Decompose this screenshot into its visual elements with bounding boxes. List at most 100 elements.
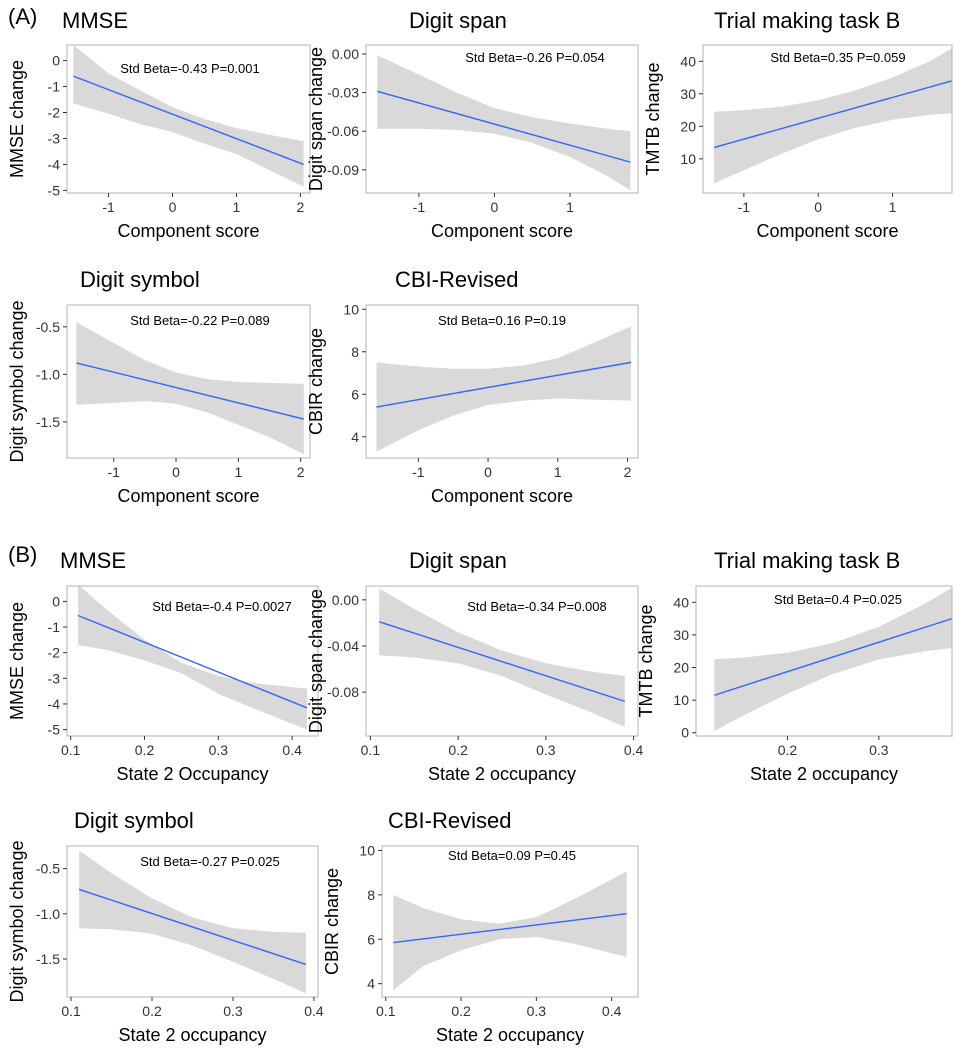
y-axis-label: MMSE change	[7, 60, 27, 178]
x-tick-label: 0.4	[624, 742, 644, 758]
x-tick-label: -1	[413, 199, 426, 215]
subplot-4: -1 0 1 2 -0.5 -1.0 -1.5 Component score Digit sy…	[7, 267, 311, 506]
y-tick-label: -1.5	[36, 951, 60, 967]
regression-line	[377, 90, 631, 163]
subplot-title: Trial making task B	[714, 8, 900, 33]
y-tick-label: -4	[48, 156, 61, 172]
confidence-band	[376, 326, 631, 452]
y-tick-label: 8	[367, 887, 375, 903]
stats-annotation: Std Beta=-0.22 P=0.089	[130, 313, 270, 328]
y-tick-label: 6	[367, 931, 375, 947]
y-tick-label: 4	[351, 429, 359, 445]
regression-line	[76, 362, 304, 420]
x-tick-label: 0	[491, 199, 499, 215]
x-tick-label: 0.2	[778, 742, 798, 758]
panel-label-b: (B)	[8, 542, 38, 567]
x-axis-label: State 2 occupancy	[750, 764, 898, 784]
y-tick-label: -3	[48, 130, 61, 146]
subplot-8: 0.2 0.3 0 10 20 30 40 State 2 occupancy TMTB cha…	[636, 548, 953, 784]
y-tick-label: -2	[48, 105, 61, 121]
y-tick-label: -2	[48, 645, 61, 661]
plot-frame	[365, 304, 639, 459]
y-tick-label: -1.5	[36, 414, 60, 430]
subplot-title: Trial making task B	[714, 548, 900, 573]
x-axis-label: State 2 Occupancy	[116, 764, 268, 784]
x-tick-label: 0.4	[282, 742, 302, 758]
regression-line	[378, 621, 626, 703]
y-tick-label: -0.04	[327, 638, 359, 654]
x-axis-label: Component score	[117, 221, 259, 241]
x-tick-label: 2	[297, 199, 305, 215]
y-tick-label: 0	[681, 725, 689, 741]
y-tick-label: -5	[48, 722, 61, 738]
x-axis-label: Component score	[117, 486, 259, 506]
plot-frame	[695, 585, 953, 737]
x-tick-label: -1	[108, 464, 121, 480]
y-tick-label: -1.0	[36, 906, 60, 922]
x-tick-label: -1	[412, 464, 425, 480]
x-axis-label: State 2 occupancy	[436, 1025, 584, 1045]
regression-line	[714, 617, 953, 696]
x-tick-label: 0.3	[536, 742, 556, 758]
x-tick-label: 0.3	[527, 1003, 547, 1019]
y-tick-label: 0.00	[332, 592, 359, 608]
subplot-5: -1 0 1 2 4 6 8 10 Component score CBIR change CBI-…	[306, 267, 639, 506]
x-tick-label: 2	[297, 464, 305, 480]
confidence-band	[393, 871, 627, 991]
y-tick-label: -3	[48, 670, 61, 686]
x-tick-label: 0.4	[602, 1003, 622, 1019]
x-axis-label: Component score	[431, 221, 573, 241]
x-tick-label: 0.1	[361, 742, 381, 758]
subplot-6: 0.1 0.2 0.3 0.4 0 -1 -2 -3 -4 -5 State 2 Occupancy…	[7, 548, 319, 784]
x-tick-label: 1	[233, 199, 241, 215]
panel-label-a: (A)	[8, 4, 38, 29]
x-tick-label: -1	[102, 199, 115, 215]
y-axis-label: Digit span change	[306, 47, 326, 191]
x-tick-label: 0.2	[135, 742, 155, 758]
y-tick-label: -5	[48, 182, 61, 198]
regression-line	[393, 913, 627, 944]
x-tick-label: 0.1	[376, 1003, 396, 1019]
y-tick-label: -0.09	[327, 162, 359, 178]
subplot-title: CBI-Revised	[395, 267, 518, 292]
x-tick-label: 0.4	[304, 1003, 324, 1019]
y-tick-label: 8	[351, 344, 359, 360]
regression-line	[78, 888, 307, 966]
subplot-title: Digit symbol	[80, 267, 200, 292]
y-axis-label: Digit span change	[306, 589, 326, 733]
x-tick-label: 0	[814, 199, 822, 215]
x-tick-label: 0	[169, 199, 177, 215]
y-tick-label: -1	[48, 619, 61, 635]
subplot-9: 0.1 0.2 0.3 0.4 -0.5 -1.0 -1.5 State 2 occupanc…	[7, 808, 324, 1045]
subplot-7: 0.1 0.2 0.3 0.4 0.00 -0.04 -0.08 State 2 occupa…	[306, 548, 644, 784]
confidence-band	[73, 45, 304, 187]
x-axis-label: Component score	[431, 486, 573, 506]
stats-annotation: Std Beta=-0.43 P=0.001	[120, 61, 260, 76]
subplot-title: MMSE	[60, 548, 126, 573]
x-tick-label: 1	[566, 199, 574, 215]
y-tick-label: 10	[359, 842, 375, 858]
plot-frame	[702, 44, 953, 194]
plot-frame	[66, 304, 311, 459]
plot-frame	[66, 845, 319, 998]
regression-line	[713, 80, 953, 149]
stats-annotation: Std Beta=-0.4 P=0.0027	[152, 599, 292, 614]
y-tick-label: -0.5	[36, 319, 60, 335]
x-tick-label: 0.3	[209, 742, 229, 758]
y-tick-label: -0.5	[36, 861, 60, 877]
y-tick-label: 30	[680, 86, 696, 102]
y-tick-label: -1	[48, 79, 61, 95]
plot-frame	[66, 44, 311, 194]
subplot-title: CBI-Revised	[388, 808, 511, 833]
x-tick-label: 0.2	[451, 1003, 471, 1019]
y-tick-label: 10	[343, 301, 359, 317]
subplot-title: Digit span	[409, 8, 507, 33]
x-tick-label: 1	[554, 464, 562, 480]
x-tick-label: 0.3	[869, 742, 889, 758]
x-tick-label: 0.1	[61, 1003, 81, 1019]
y-axis-label: Digit symbol change	[7, 300, 27, 462]
x-tick-label: 0	[484, 464, 492, 480]
y-tick-label: 20	[673, 660, 689, 676]
x-tick-label: 0.1	[61, 742, 81, 758]
